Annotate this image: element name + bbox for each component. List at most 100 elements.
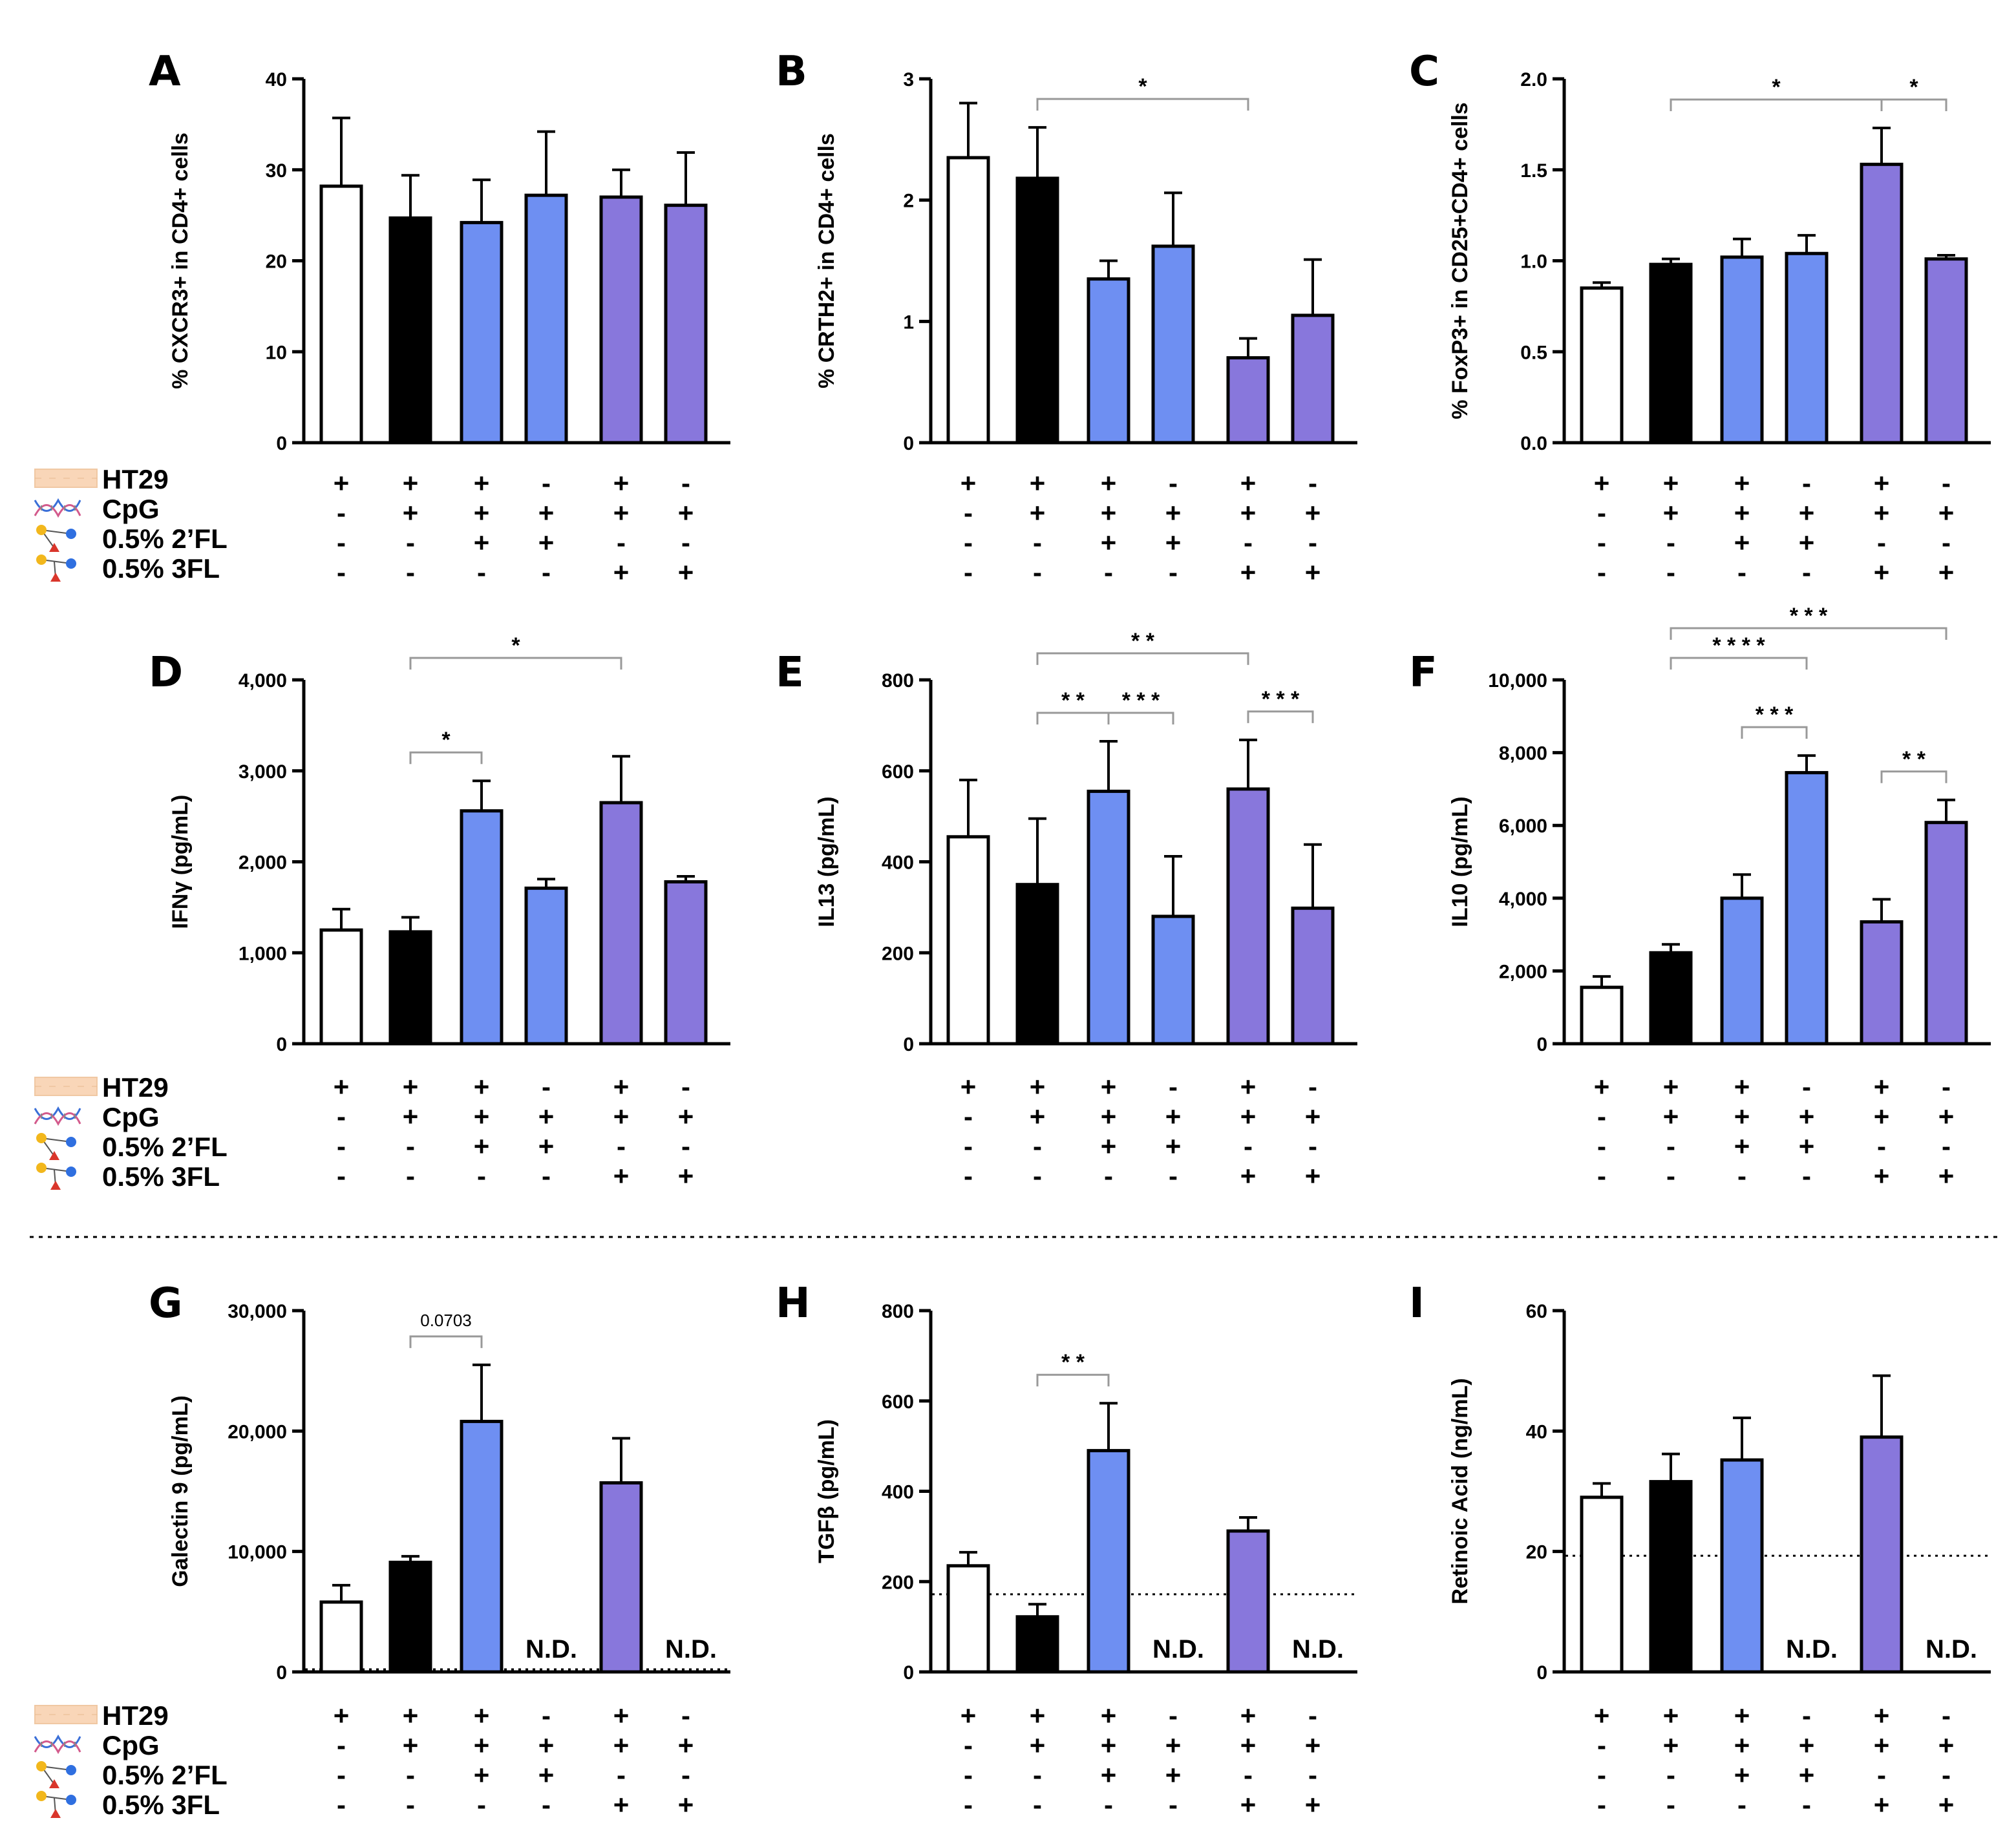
treatment-symbol: + — [1305, 498, 1321, 528]
treatment-symbol: + — [1240, 1101, 1257, 1132]
legend-label: 0.5% 2’FL — [102, 523, 228, 554]
significance-label: * * — [1061, 1350, 1085, 1375]
y-tick-label: 0 — [276, 1662, 287, 1684]
panel-letter: A — [149, 48, 181, 96]
y-tick-label: 0 — [1536, 1034, 1547, 1055]
treatment-symbol: - — [1033, 1131, 1042, 1161]
legend-label: 0.5% 3FL — [102, 1161, 220, 1192]
y-tick-label: 3 — [903, 69, 914, 90]
bar — [1785, 771, 1829, 1046]
treatment-symbol: + — [474, 1072, 490, 1102]
treatment-symbol: - — [681, 1072, 690, 1102]
treatment-symbol: + — [1734, 1072, 1750, 1102]
panel-letter: G — [149, 1280, 183, 1327]
treatment-symbol: - — [477, 557, 486, 587]
treatment-symbol: + — [678, 1730, 694, 1760]
significance-bracket — [409, 751, 483, 765]
treatment-symbol: - — [964, 1101, 973, 1132]
y-axis-label: IL10 (pg/mL) — [1448, 796, 1472, 927]
y-tick-label: 20,000 — [228, 1421, 287, 1442]
legend-label: CpG — [102, 1102, 160, 1132]
bar — [1924, 257, 1968, 445]
treatment-symbol: + — [403, 1101, 419, 1132]
bar — [1720, 255, 1764, 445]
y-tick-label: 20 — [1526, 1542, 1547, 1563]
treatment-symbol: + — [1240, 498, 1257, 528]
treatment-symbol: - — [1169, 1790, 1178, 1820]
treatment-symbol: + — [1938, 1101, 1955, 1132]
treatment-symbol: + — [1165, 1760, 1182, 1790]
treatment-symbol: - — [1942, 1760, 1951, 1790]
treatment-symbol: - — [681, 527, 690, 558]
bar — [524, 193, 568, 445]
treatment-symbol: + — [1240, 468, 1257, 498]
treatment-symbol: - — [617, 1760, 626, 1790]
treatment-symbol: + — [613, 1700, 630, 1731]
bar — [319, 184, 363, 445]
treatment-symbol: + — [613, 498, 630, 528]
treatment-symbol: + — [1663, 1730, 1679, 1760]
glycan-2fl-icon — [36, 524, 77, 553]
bar — [1226, 1529, 1270, 1674]
treatment-symbol: + — [1305, 557, 1321, 587]
bar — [1226, 787, 1270, 1046]
significance-bracket — [1670, 627, 1947, 640]
treatment-symbol: + — [1101, 468, 1117, 498]
bar — [388, 1560, 432, 1674]
treatment-symbol: + — [1594, 1700, 1610, 1731]
treatment-symbol: - — [1597, 498, 1606, 528]
significance-label: * * * * — [1712, 633, 1765, 658]
treatment-symbol: - — [1033, 1161, 1042, 1191]
bar — [1649, 951, 1693, 1046]
treatment-symbol: - — [964, 527, 973, 558]
treatment-symbol: + — [1165, 1131, 1182, 1161]
treatment-symbol: + — [1799, 527, 1815, 558]
panel-letter: C — [1409, 48, 1439, 96]
treatment-symbol: + — [1938, 1790, 1955, 1820]
treatment-symbol: - — [1942, 1131, 1951, 1161]
y-tick-label: 0 — [1536, 1662, 1547, 1684]
treatment-symbol: - — [1942, 1072, 1951, 1102]
treatment-symbol: + — [1240, 1700, 1257, 1731]
treatment-symbol: + — [1799, 1131, 1815, 1161]
treatment-symbol: + — [1101, 1101, 1117, 1132]
bar — [388, 930, 432, 1046]
treatment-symbol: - — [1942, 527, 1951, 558]
treatment-symbol: + — [538, 1730, 555, 1760]
y-axis-label: % CXCR3+ in CD4+ cells — [168, 132, 193, 389]
treatment-symbol: + — [613, 468, 630, 498]
treatment-symbol: - — [542, 1161, 551, 1191]
y-tick-label: 60 — [1526, 1301, 1547, 1322]
treatment-symbol: - — [337, 1131, 346, 1161]
treatment-symbol: + — [1734, 527, 1750, 558]
treatment-symbol: - — [1737, 1790, 1746, 1820]
significance-label: * — [1772, 75, 1781, 100]
bar — [946, 835, 990, 1046]
bar — [664, 204, 708, 445]
significance-bracket — [1880, 98, 1947, 112]
treatment-symbol: + — [538, 527, 555, 558]
treatment-symbol: + — [960, 1072, 977, 1102]
treatment-symbol: - — [1244, 1131, 1253, 1161]
treatment-symbol: + — [1030, 498, 1046, 528]
treatment-symbol: + — [474, 1760, 490, 1790]
treatment-symbol: - — [1308, 1760, 1317, 1790]
treatment-symbol: - — [1802, 1161, 1811, 1191]
y-axis-label: % CRTH2+ in CD4+ cells — [814, 133, 839, 388]
treatment-symbol: - — [964, 1760, 973, 1790]
treatment-symbol: + — [613, 1072, 630, 1102]
treatment-symbol: + — [1305, 1161, 1321, 1191]
treatment-symbol: - — [406, 1161, 415, 1191]
treatment-symbol: + — [1734, 1700, 1750, 1731]
bar — [1580, 986, 1624, 1046]
nd-label: N.D. — [525, 1635, 577, 1664]
bar — [1087, 1449, 1130, 1674]
treatment-symbol: + — [678, 1790, 694, 1820]
panel-letter: B — [776, 48, 807, 96]
treatment-symbol: - — [542, 1700, 551, 1731]
treatment-symbol: - — [1877, 527, 1886, 558]
treatment-symbol: - — [406, 557, 415, 587]
